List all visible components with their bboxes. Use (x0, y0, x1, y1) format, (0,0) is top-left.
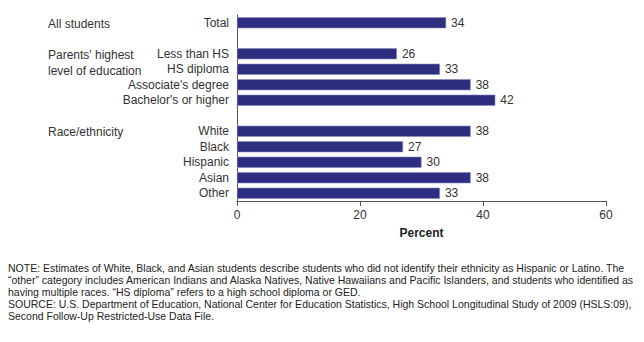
svg-text:30: 30 (427, 155, 441, 169)
svg-text:All students: All students (48, 17, 110, 31)
svg-text:Percent: Percent (399, 226, 443, 240)
svg-text:Hispanic: Hispanic (183, 155, 229, 169)
svg-text:60: 60 (599, 208, 613, 222)
svg-text:Associate's degree: Associate's degree (128, 78, 229, 92)
html-text:SOURCE: U.S. Department of Edu: SOURCE: U.S. Department of Education, Na… (8, 298, 632, 322)
svg-text:Less than HS: Less than HS (157, 47, 229, 61)
svg-text:27: 27 (408, 140, 422, 154)
svg-text:0: 0 (234, 208, 241, 222)
svg-text:33: 33 (445, 186, 459, 200)
svg-text:38: 38 (476, 124, 490, 138)
svg-text:38: 38 (476, 78, 490, 92)
svg-text:Asian: Asian (199, 171, 229, 185)
svg-text:Other: Other (199, 186, 229, 200)
svg-text:33: 33 (445, 62, 459, 76)
svg-text:20: 20 (353, 208, 367, 222)
svg-text:Race/ethnicity: Race/ethnicity (48, 125, 123, 139)
svg-text:40: 40 (476, 208, 490, 222)
svg-text:level of education: level of education (48, 64, 141, 78)
svg-text:Total: Total (204, 16, 229, 30)
html-text:NOTE: Estimates of White, Blac: NOTE: Estimates of White, Black, and Asi… (8, 262, 634, 298)
svg-text:HS diploma: HS diploma (167, 62, 229, 76)
svg-text:Parents' highest: Parents' highest (48, 48, 137, 62)
svg-text:White: White (198, 124, 229, 138)
svg-text:34: 34 (451, 16, 465, 30)
svg-text:38: 38 (476, 171, 490, 185)
svg-text:42: 42 (500, 93, 514, 107)
svg-text:Bachelor's or higher: Bachelor's or higher (123, 93, 229, 107)
svg-text:26: 26 (402, 47, 416, 61)
svg-text:Black: Black (200, 140, 230, 154)
